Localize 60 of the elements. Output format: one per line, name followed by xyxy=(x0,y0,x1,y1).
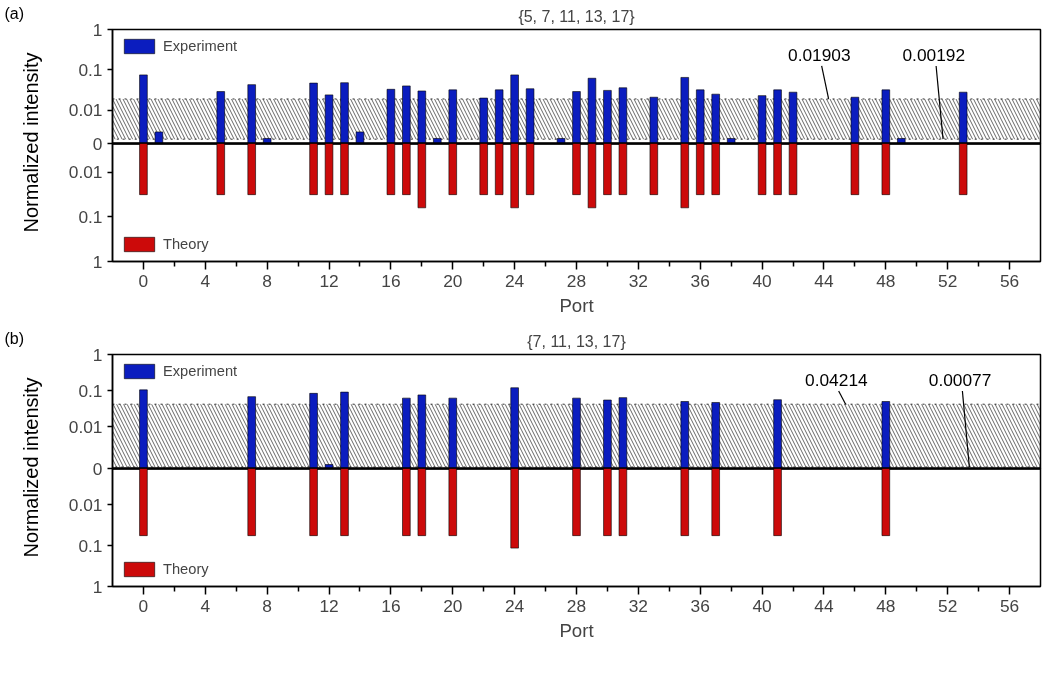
x-tick-label: 28 xyxy=(566,270,587,291)
x-tick-label: 28 xyxy=(566,595,587,616)
x-tick-label: 4 xyxy=(200,595,211,616)
x-tick-label: 12 xyxy=(319,270,339,291)
x-tick-label: 20 xyxy=(443,270,463,291)
x-tick-label: 12 xyxy=(319,595,339,616)
y-tick-label: 0 xyxy=(92,458,103,479)
y-tick-label: 0.01 xyxy=(68,162,103,183)
legend-label: Experiment xyxy=(163,38,238,54)
chart-title: {5, 7, 11, 13, 17} xyxy=(518,7,636,25)
text: (b) xyxy=(4,329,25,347)
y-tick-label: 0.01 xyxy=(68,494,103,515)
chart-title: {7, 11, 13, 17} xyxy=(527,332,627,350)
x-tick-label: 8 xyxy=(262,270,272,291)
x-tick-label: 24 xyxy=(505,595,525,616)
y-tick-label: 0.1 xyxy=(78,380,103,401)
x-tick-label: 32 xyxy=(628,595,649,616)
x-tick-label: 44 xyxy=(814,595,834,616)
legend-label: Experiment xyxy=(163,363,238,379)
y-tick-label: 1 xyxy=(92,344,103,365)
x-tick-label: 44 xyxy=(814,270,834,291)
x-tick-label: 48 xyxy=(876,270,896,291)
x-tick-label: 0 xyxy=(138,595,149,616)
x-tick-label: 52 xyxy=(938,595,958,616)
y-tick-label: 1 xyxy=(92,576,103,597)
y-tick-label: 0.1 xyxy=(78,59,103,80)
x-tick-label: 56 xyxy=(999,595,1020,616)
x-tick-label: 48 xyxy=(876,595,896,616)
legend-label: Theory xyxy=(163,561,209,577)
y-tick-label: 1 xyxy=(92,251,103,272)
x-tick-label: 0 xyxy=(138,270,149,291)
x-tick-label: 36 xyxy=(690,270,710,291)
text: (a) xyxy=(4,4,25,22)
x-axis-title: Port xyxy=(559,619,595,641)
x-tick-label: 8 xyxy=(262,595,272,616)
y-tick-label: 0.01 xyxy=(68,100,103,121)
x-tick-label: 24 xyxy=(505,270,525,291)
x-tick-label: 32 xyxy=(628,270,649,291)
annotation: 0.00077 xyxy=(928,370,992,391)
x-tick-label: 20 xyxy=(443,595,463,616)
x-tick-label: 36 xyxy=(690,595,710,616)
annotation: 0.00192 xyxy=(902,45,966,66)
y-tick-label: 0 xyxy=(92,133,103,154)
x-axis-title: Port xyxy=(559,294,595,316)
x-tick-label: 16 xyxy=(381,595,401,616)
annotation: 0.04214 xyxy=(805,370,869,391)
x-tick-label: 4 xyxy=(200,270,211,291)
y-tick-label: 1 xyxy=(92,19,103,40)
x-tick-label: 40 xyxy=(752,595,772,616)
annotation: 0.01903 xyxy=(788,45,851,66)
y-axis-title: Normalized intensity xyxy=(19,52,42,233)
x-tick-label: 40 xyxy=(752,270,772,291)
x-tick-label: 52 xyxy=(938,270,958,291)
y-axis-title: Normalized intensity xyxy=(19,377,42,558)
x-tick-label: 16 xyxy=(381,270,401,291)
y-tick-label: 0.01 xyxy=(68,416,103,437)
y-tick-label: 0.1 xyxy=(78,206,103,227)
y-tick-label: 0.1 xyxy=(78,535,103,556)
legend-label: Theory xyxy=(163,236,209,252)
x-tick-label: 56 xyxy=(999,270,1020,291)
